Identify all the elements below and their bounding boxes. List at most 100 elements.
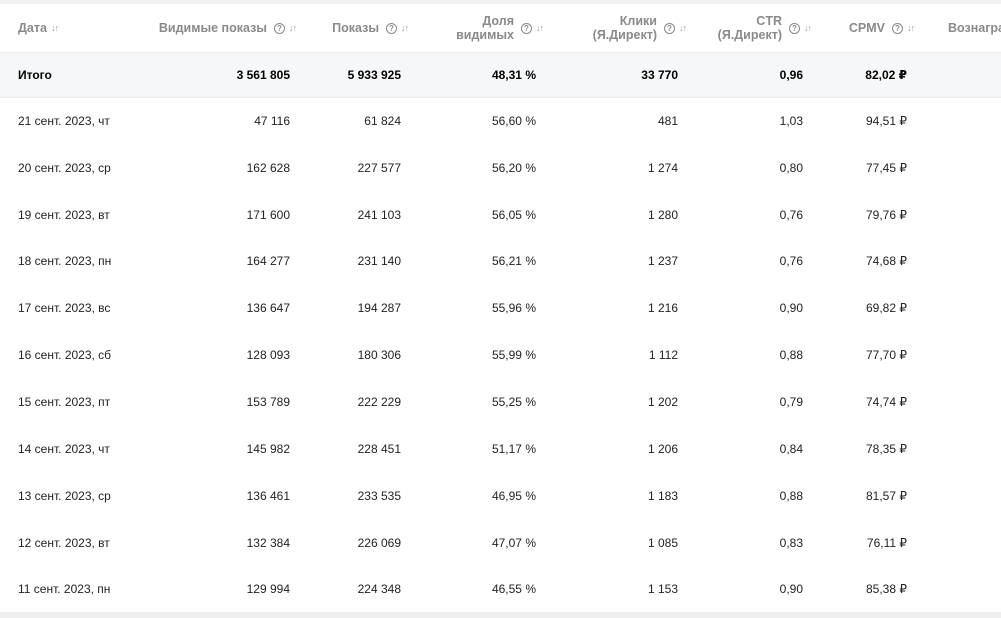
- header-date-label: Дата: [18, 21, 47, 35]
- row-ctr: 0,79: [779, 394, 803, 409]
- row-ctr: 0,88: [779, 347, 803, 362]
- table-row: 20 сент. 2023, ср 162 628 227 577 56,20 …: [0, 144, 1001, 191]
- sort-arrows-icon[interactable]: ↓↑: [536, 23, 544, 33]
- row-clicks: 1 085: [647, 535, 678, 550]
- row-visible-shows: 136 461: [246, 488, 290, 503]
- header-cpmv-label: CPMV: [848, 21, 885, 35]
- sort-arrows-icon[interactable]: ↓↑: [804, 23, 812, 33]
- table-row: 21 сент. 2023, чт 47 116 61 824 56,60 % …: [0, 97, 1001, 144]
- question-circle-icon[interactable]: ?: [386, 22, 397, 34]
- row-visible-shows: 145 982: [246, 441, 290, 456]
- row-visible-shows: 47 116: [254, 113, 290, 128]
- row-date: 15 сент. 2023, пт: [18, 394, 111, 409]
- header-visible-share-label: Доля видимых: [456, 14, 514, 42]
- header-cpmv[interactable]: CPMV ? ↓↑: [820, 4, 915, 52]
- total-cpmv: 82,02 ₽: [865, 68, 907, 82]
- row-cpmv: 76,11 ₽: [866, 535, 907, 550]
- table-row: 11 сент. 2023, пн 129 994 224 348 46,55 …: [0, 565, 1001, 612]
- header-clicks-label: Клики (Я.Директ): [593, 14, 657, 42]
- question-circle-icon[interactable]: ?: [789, 22, 800, 34]
- total-ctr: 0,96: [779, 68, 803, 82]
- row-ctr: 0,88: [779, 488, 803, 503]
- question-circle-icon[interactable]: ?: [664, 22, 675, 34]
- row-visible-share: 51,17 %: [491, 441, 536, 456]
- sort-arrows-icon[interactable]: ↓↑: [679, 23, 687, 33]
- row-cpmv: 74,74 ₽: [866, 394, 907, 409]
- question-circle-icon[interactable]: ?: [274, 22, 285, 34]
- row-visible-share: 56,05 %: [491, 207, 536, 222]
- question-circle-icon[interactable]: ?: [521, 22, 532, 34]
- table-row: 18 сент. 2023, пн 164 277 231 140 56,21 …: [0, 237, 1001, 284]
- row-visible-share: 55,25 %: [491, 394, 536, 409]
- table-row: 19 сент. 2023, вт 171 600 241 103 56,05 …: [0, 191, 1001, 238]
- header-shows[interactable]: Показы ? ↓↑: [300, 4, 409, 52]
- table-row: 16 сент. 2023, сб 128 093 180 306 55,99 …: [0, 331, 1001, 378]
- header-ctr-line2: (Я.Директ): [717, 28, 782, 42]
- header-ctr[interactable]: CTR (Я.Директ) ? ↓↑: [690, 4, 812, 52]
- row-clicks: 1 183: [647, 488, 678, 503]
- row-ctr: 0,90: [779, 300, 803, 315]
- total-label: Итого: [18, 68, 52, 82]
- row-visible-share: 56,60 %: [491, 113, 536, 128]
- total-row: Итого 3 561 805 5 933 925 48,31 % 33 770…: [0, 52, 1001, 98]
- row-cpmv: 85,38 ₽: [866, 581, 907, 596]
- row-shows: 227 577: [357, 160, 401, 175]
- row-clicks: 1 112: [648, 347, 678, 362]
- header-clicks[interactable]: Клики (Я.Директ) ? ↓↑: [560, 4, 687, 52]
- row-date: 11 сент. 2023, пн: [18, 581, 111, 596]
- total-clicks: 33 770: [641, 68, 678, 82]
- sort-arrows-icon[interactable]: ↓↑: [50, 23, 59, 33]
- total-shows: 5 933 925: [347, 68, 401, 82]
- question-circle-icon[interactable]: ?: [892, 22, 903, 34]
- row-date: 12 сент. 2023, вт: [18, 535, 110, 550]
- total-visible-shows: 3 561 805: [236, 68, 290, 82]
- total-visible-share: 48,31 %: [491, 68, 536, 82]
- row-cpmv: 77,70 ₽: [866, 347, 907, 362]
- row-cpmv: 69,82 ₽: [866, 300, 907, 315]
- row-date: 13 сент. 2023, ср: [18, 488, 111, 503]
- row-visible-shows: 153 789: [246, 394, 290, 409]
- table-row: 17 сент. 2023, вс 136 647 194 287 55,96 …: [0, 284, 1001, 331]
- top-divider: [0, 0, 1001, 4]
- row-cpmv: 94,51 ₽: [866, 113, 907, 128]
- sort-arrows-icon[interactable]: ↓↑: [907, 23, 915, 33]
- row-visible-shows: 136 647: [246, 300, 290, 315]
- header-date[interactable]: Дата ↓↑: [18, 4, 168, 52]
- header-visible-shows[interactable]: Видимые показы ? ↓↑: [110, 4, 297, 52]
- header-ctr-line1: CTR: [756, 14, 782, 28]
- row-visible-share: 47,07 %: [491, 535, 536, 550]
- row-ctr: 0,84: [779, 441, 803, 456]
- header-reward[interactable]: Вознагра: [948, 4, 1001, 52]
- row-visible-shows: 162 628: [246, 160, 290, 175]
- row-date: 21 сент. 2023, чт: [18, 113, 110, 128]
- row-ctr: 0,76: [779, 253, 803, 268]
- row-clicks: 1 237: [647, 253, 678, 268]
- row-shows: 228 451: [357, 441, 401, 456]
- header-visible-share[interactable]: Доля видимых ? ↓↑: [420, 4, 544, 52]
- row-clicks: 1 216: [647, 300, 678, 315]
- row-shows: 226 069: [357, 535, 401, 550]
- row-cpmv: 78,35 ₽: [866, 441, 907, 456]
- row-shows: 222 229: [357, 394, 401, 409]
- row-shows: 224 348: [357, 581, 401, 596]
- row-shows: 194 287: [357, 300, 401, 315]
- row-shows: 241 103: [357, 207, 401, 222]
- table-row: 12 сент. 2023, вт 132 384 226 069 47,07 …: [0, 519, 1001, 566]
- row-visible-shows: 132 384: [246, 535, 290, 550]
- row-visible-share: 55,99 %: [491, 347, 536, 362]
- bottom-divider: [0, 612, 1001, 618]
- sort-arrows-icon[interactable]: ↓↑: [401, 23, 409, 33]
- row-clicks: 1 202: [647, 394, 678, 409]
- row-date: 18 сент. 2023, пн: [18, 253, 112, 268]
- header-visible-shows-label: Видимые показы: [158, 21, 267, 35]
- row-ctr: 1,03: [779, 113, 803, 128]
- header-clicks-line1: Клики: [619, 14, 657, 28]
- row-date: 20 сент. 2023, ср: [18, 160, 111, 175]
- row-ctr: 0,83: [779, 535, 803, 550]
- table-header: Дата ↓↑ Видимые показы ? ↓↑ Показы ? ↓↑ …: [0, 4, 1001, 52]
- row-ctr: 0,80: [779, 160, 803, 175]
- row-shows: 61 824: [364, 113, 401, 128]
- sort-arrows-icon[interactable]: ↓↑: [289, 23, 297, 33]
- header-ctr-label: CTR (Я.Директ): [718, 14, 782, 42]
